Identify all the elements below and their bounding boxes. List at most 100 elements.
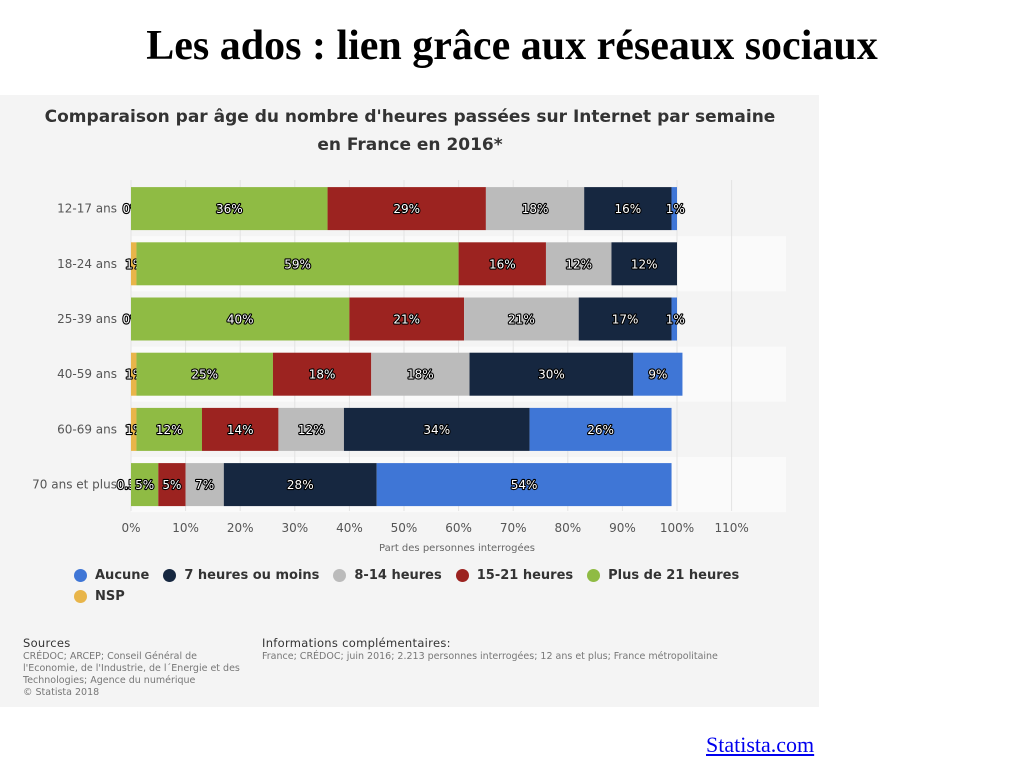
bar-segment [136,242,459,286]
bar-segment [464,297,579,341]
bar-segment [131,352,137,396]
data-label: 34% [423,423,450,437]
legend-swatch [74,590,87,603]
bar-segment [278,407,344,451]
legend-label: 15-21 heures [476,567,574,583]
chart-title: Comparaison par âge du nombre d'heures p… [44,107,776,155]
legend-item[interactable]: 7 heures ou moins [163,565,319,585]
bar-segment [371,352,470,396]
bar-segment [131,187,328,231]
data-label: 12% [298,423,325,437]
chart-legend: Aucune 7 heures ou moins 8-14 heures 15-21 … [74,565,794,607]
x-axis-label: Part des personnes interrogées [379,542,535,554]
data-label: 25% [191,368,218,382]
legend-item[interactable]: Aucune [74,565,149,585]
sources-line: Technologies; Agence du numérique [23,675,196,686]
bar-segment [485,187,585,231]
category-label: 12-17 ans [57,202,117,216]
data-label: 18% [309,368,336,382]
category-label: 25-39 ans [57,312,117,326]
data-label: 30% [538,368,565,382]
sources-line: CRÉDOC; ARCEP; Conseil Général de [23,651,197,662]
bar-segment [671,187,677,231]
copyright: © Statista 2018 [23,687,100,698]
legend-swatch [587,568,601,582]
data-label: 12% [156,423,183,437]
x-tick-label: 40% [336,521,363,535]
bar-segment [611,242,677,286]
bar-segment [376,463,672,507]
legend-swatch [163,568,177,582]
x-tick-label: 110% [714,521,748,535]
legend-item[interactable]: 8-14 heures [333,565,442,585]
data-label: 9% [648,368,667,382]
x-tick-label: 10% [172,521,199,535]
data-label: 5% [135,478,154,492]
data-label: 26% [587,423,614,437]
info-block: Informations complémentaires: France; CR… [262,636,718,663]
legend-label: Plus de 21 heures [608,567,740,583]
bar-segment [272,352,372,396]
data-label: 14% [227,423,254,437]
info-heading: Informations complémentaires: [262,636,451,650]
data-label: 59% [284,257,311,271]
bar-segment [136,407,202,451]
slide-title: Les ados : lien grâce aux réseaux sociau… [146,23,878,69]
bar-segment [578,297,672,341]
category-label: 70 ans et plus [32,478,117,492]
data-label: 40% [227,313,254,327]
legend-label: Aucune [95,567,150,583]
x-tick-label: 90% [609,521,636,535]
data-label: 1% [666,313,685,327]
data-label: 12% [631,257,658,271]
data-label: 7% [195,478,214,492]
bar-segment [136,352,273,396]
x-tick-label: 20% [227,521,254,535]
statista-link[interactable]: Statista.com [706,732,815,757]
x-tick-label: 0% [121,521,140,535]
bar-segment [131,463,159,507]
data-label: 17% [612,313,639,327]
bar-segment [458,242,546,286]
data-label: 12% [565,257,592,271]
legend-label: NSP [95,589,125,604]
bar-segment [131,407,137,451]
category-label: 18-24 ans [57,257,117,271]
x-tick-label: 30% [281,521,308,535]
bar-segment [349,297,465,341]
bar-segment [327,187,486,231]
sources-heading: Sources [23,636,71,650]
legend-swatch [455,568,469,582]
bar-segment [185,463,224,507]
sources-block: Sources CRÉDOC; ARCEP; Conseil Général d… [23,636,240,699]
data-label: 36% [216,202,243,216]
category-label: 60-69 ans [57,422,117,436]
legend-swatch [74,568,87,582]
x-tick-label: 50% [391,521,418,535]
bar-segment [158,463,186,507]
legend-item[interactable]: NSP [74,587,125,607]
bar-segment [529,407,672,451]
bar-segment [469,352,634,396]
bar-segment [671,297,677,341]
legend-swatch [333,568,347,582]
bar-segment [633,352,683,396]
bar-segment [131,242,137,286]
x-tick-label: 60% [445,521,472,535]
data-label: 18% [522,202,549,216]
x-tick-label: 80% [554,521,581,535]
data-label: 29% [393,202,420,216]
bar-segment [343,407,530,451]
info-text: France; CRÉDOC; juin 2016; 2.213 personn… [262,651,718,662]
legend-label: 7 heures ou moins [184,567,320,583]
legend-item[interactable]: 15-21 heures [455,565,574,585]
bar-segment [584,187,672,231]
data-label: 1% [666,202,685,216]
data-label: 54% [511,478,538,492]
bar-segment [223,463,377,507]
data-label: 28% [287,478,314,492]
data-label: 16% [615,202,642,216]
bar-segment [131,297,350,341]
legend-item[interactable]: Plus de 21 heures [587,565,739,585]
